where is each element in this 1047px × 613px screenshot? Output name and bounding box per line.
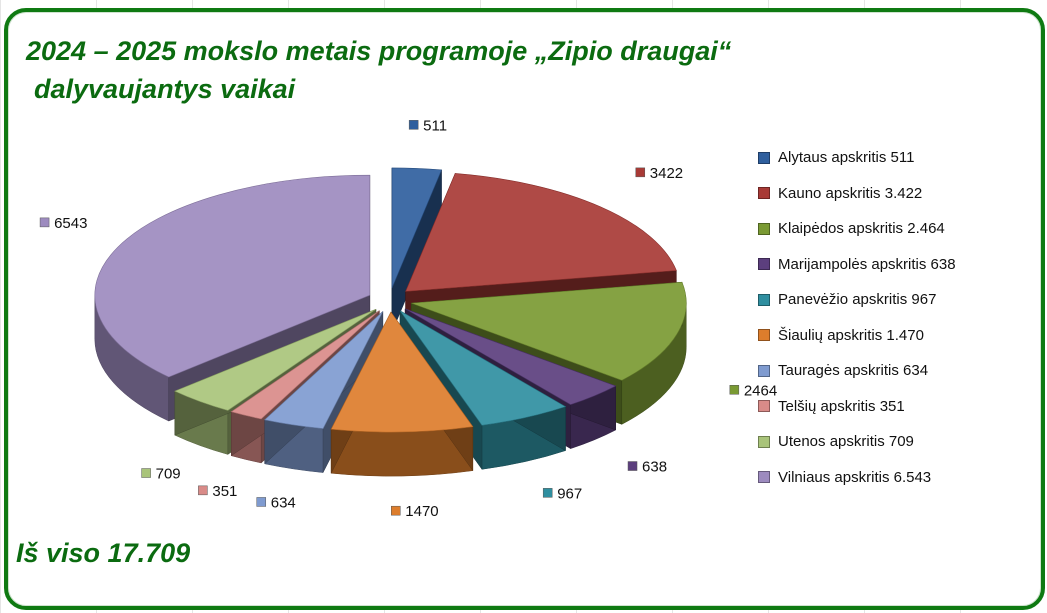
data-label-4: 638 bbox=[627, 459, 667, 476]
legend-label: Panevėžio apskritis 967 bbox=[778, 291, 937, 309]
data-label-text: 511 bbox=[423, 117, 447, 134]
data-label-swatch bbox=[141, 468, 151, 478]
pie-slice-1 bbox=[391, 167, 443, 289]
data-label-7: 634 bbox=[256, 494, 296, 511]
pie-slice-3 bbox=[411, 281, 687, 381]
chart-title-line1: 2024 – 2025 mokslo metais programoje „Zi… bbox=[26, 36, 732, 66]
legend-swatch bbox=[758, 293, 770, 306]
legend-label: Utenos apskritis 709 bbox=[778, 433, 914, 451]
pie-slice-4 bbox=[404, 308, 617, 405]
legend-swatch bbox=[758, 258, 770, 271]
data-label-6: 1470 bbox=[391, 503, 439, 520]
legend-item: Utenos apskritis 709 bbox=[758, 424, 1028, 460]
data-labels-layer: 511 3422 2464 638 967 1470 634 351 709 6543 bbox=[39, 117, 777, 520]
legend-label: Vilniaus apskritis 6.543 bbox=[778, 468, 932, 486]
legend-label: Telšių apskritis 351 bbox=[778, 397, 905, 415]
data-label-swatch bbox=[635, 167, 646, 178]
pie-slice-2 bbox=[405, 173, 677, 292]
pie-slice-5 bbox=[399, 310, 567, 426]
legend-swatch bbox=[758, 187, 770, 200]
data-label-text: 351 bbox=[212, 483, 237, 500]
legend-item: Marijampolės apskritis 638 bbox=[758, 247, 1028, 283]
data-label-swatch bbox=[627, 461, 638, 471]
data-label-8: 351 bbox=[198, 483, 237, 500]
data-label-5: 967 bbox=[542, 485, 582, 502]
legend-item: Klaipėdos apskritis 2.464 bbox=[758, 211, 1028, 247]
data-label-swatch bbox=[542, 488, 553, 498]
legend-item: Vilniaus apskritis 6.543 bbox=[758, 460, 1028, 496]
legend-swatch bbox=[758, 151, 770, 164]
pie-slice-6 bbox=[330, 311, 474, 433]
legend-label: Alytaus apskritis 511 bbox=[778, 149, 915, 167]
legend-label: Tauragės apskritis 634 bbox=[778, 362, 929, 380]
legend-swatch bbox=[758, 471, 770, 484]
data-label-text: 638 bbox=[642, 459, 667, 476]
data-label-text: 2464 bbox=[744, 382, 777, 399]
legend-item: Panevėžio apskritis 967 bbox=[758, 282, 1028, 318]
chart-title-line2: dalyvaujantys vaikai bbox=[34, 74, 296, 104]
pie-slice-9 bbox=[174, 309, 377, 411]
data-label-swatch bbox=[391, 505, 401, 516]
chart-title: 2024 – 2025 mokslo metais programoje „Zi… bbox=[26, 32, 946, 108]
data-label-3: 2464 bbox=[729, 382, 777, 399]
legend-item: Tauragės apskritis 634 bbox=[758, 353, 1028, 389]
data-label-2: 3422 bbox=[635, 165, 683, 182]
legend-item: Telšių apskritis 351 bbox=[758, 389, 1028, 425]
data-label-text: 709 bbox=[156, 466, 181, 483]
legend-item: Alytaus apskritis 511 bbox=[758, 140, 1028, 176]
legend-label: Šiaulių apskritis 1.470 bbox=[778, 326, 924, 344]
pie-slice-7 bbox=[264, 311, 384, 429]
data-label-10: 6543 bbox=[39, 215, 87, 232]
data-label-swatch bbox=[729, 385, 740, 395]
data-label-text: 634 bbox=[271, 494, 296, 511]
total-label: Iš viso 17.709 bbox=[16, 538, 191, 568]
data-label-swatch bbox=[39, 217, 50, 228]
data-label-text: 1470 bbox=[405, 503, 438, 520]
data-label-text: 967 bbox=[557, 485, 582, 502]
data-label-text: 3422 bbox=[650, 165, 683, 182]
data-label-swatch bbox=[408, 120, 419, 130]
legend-swatch bbox=[758, 400, 770, 413]
legend-item: Šiaulių apskritis 1.470 bbox=[758, 318, 1028, 354]
legend-swatch bbox=[758, 222, 770, 235]
pie-top-layer bbox=[94, 167, 687, 433]
data-label-swatch bbox=[198, 485, 208, 496]
data-label-text: 6543 bbox=[54, 215, 87, 232]
chart-legend: Alytaus apskritis 511 Kauno apskritis 3.4… bbox=[758, 140, 1028, 495]
legend-label: Kauno apskritis 3.422 bbox=[778, 184, 923, 202]
pie-slice-10 bbox=[94, 174, 371, 378]
legend-swatch bbox=[758, 435, 770, 448]
legend-item: Kauno apskritis 3.422 bbox=[758, 176, 1028, 212]
data-label-swatch bbox=[256, 497, 267, 507]
data-label-9: 709 bbox=[141, 466, 181, 483]
legend-swatch bbox=[758, 329, 770, 342]
legend-label: Marijampolės apskritis 638 bbox=[778, 255, 956, 273]
legend-swatch bbox=[758, 364, 770, 377]
pie-slice-8 bbox=[230, 310, 380, 420]
legend-label: Klaipėdos apskritis 2.464 bbox=[778, 220, 945, 238]
data-label-1: 511 bbox=[408, 117, 447, 134]
